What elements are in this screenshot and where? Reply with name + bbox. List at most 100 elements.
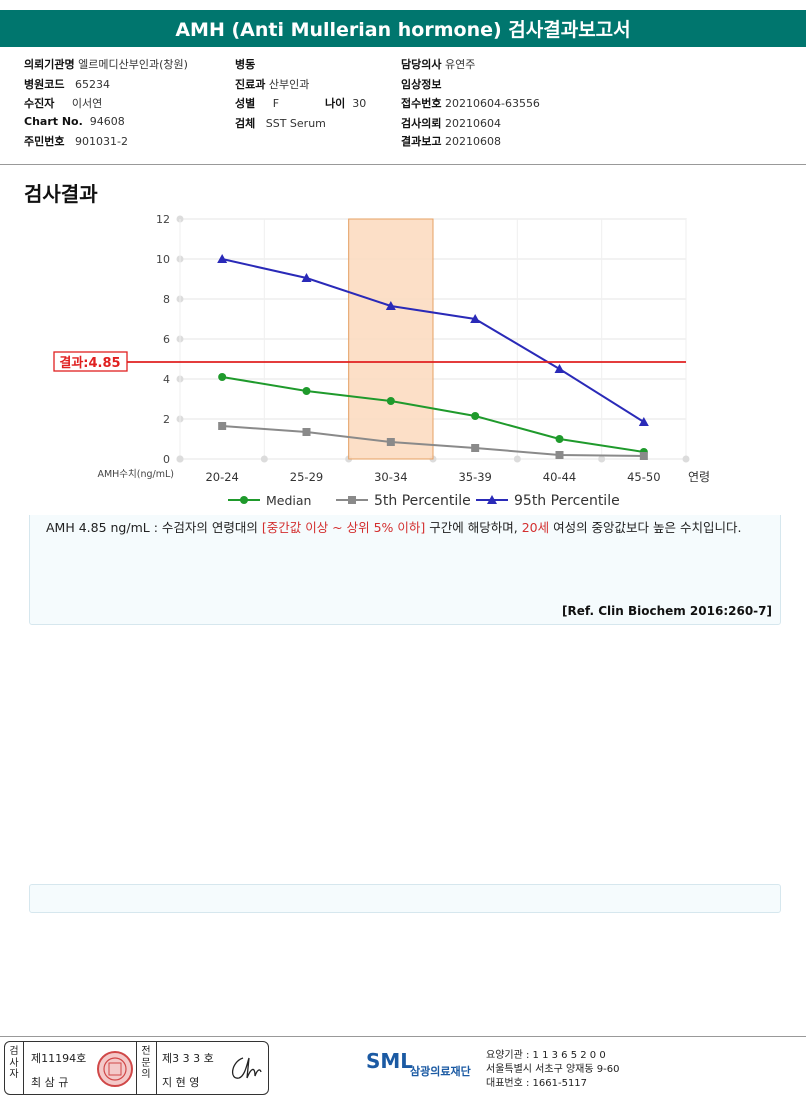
id-label: 주민번호 — [24, 135, 65, 148]
95th-percentile-legend-label: 95th Percentile — [514, 493, 620, 509]
x-tick-label: 25-29 — [290, 470, 323, 484]
x-axis-label: 연령 — [688, 470, 710, 484]
result-description: AMH 4.85 ng/mL : 수검자의 연령대의 [중간값 이상 ~ 상위 … — [46, 518, 786, 538]
report-title: AMH (Anti Mullerian hormone) 검사결과보고서 — [0, 10, 806, 47]
physician-no: 제3 3 3 호 — [162, 1052, 214, 1065]
x-tick-label: 45-50 — [627, 470, 660, 484]
x-tick-dot — [598, 455, 606, 463]
receipt-label: 접수번호 — [401, 97, 442, 110]
specimen-label: 검체 — [235, 117, 256, 130]
desc-part-5: 여성의 중앙값보다 높은 수치입니다. — [549, 520, 742, 535]
median-line — [222, 376, 644, 453]
y-tick-label: 8 — [163, 293, 170, 306]
sex-value: F — [272, 97, 280, 110]
org-address: 서울특별시 서초구 양재동 9-60 — [486, 1064, 620, 1075]
chart-no-value: 94608 — [89, 115, 125, 128]
org-phone: 대표번호 : 1661-5117 — [486, 1078, 588, 1089]
age-label: 나이 — [325, 97, 346, 110]
institution-label: 의뢰기관명 — [24, 58, 75, 71]
signature-box: 검사자 제11194호 최 삼 규 전문의 제3 3 3 호 지 현 영 — [4, 1041, 269, 1095]
header-divider — [0, 164, 806, 165]
y-tick-label: 12 — [156, 213, 170, 226]
result-label: 결과:4.85 — [59, 355, 120, 371]
report-date-value: 20210608 — [444, 135, 501, 148]
empty-panel — [29, 884, 781, 913]
x-tick-label: 40-44 — [543, 470, 576, 484]
y-tick-label: 10 — [156, 253, 170, 266]
institution-value: 엘르메디산부인과(창원) — [78, 58, 188, 71]
specimen-value: SST Serum — [265, 117, 326, 130]
hospital-code-value: 65234 — [74, 78, 110, 91]
physician-label: 전문의 — [138, 1046, 154, 1081]
id-value: 901031-2 — [74, 135, 128, 148]
age-value: 30 — [352, 97, 367, 110]
median-point — [471, 412, 480, 420]
org-code: 요양기관 : 1 1 3 6 5 2 0 0 — [486, 1050, 606, 1061]
request-label: 검사의뢰 — [401, 117, 442, 130]
5th-percentile-point — [639, 452, 648, 460]
org-logo: SML 삼광의료재단 — [366, 1049, 471, 1078]
5th-percentile-line — [222, 425, 644, 457]
median-point — [302, 387, 311, 395]
95th-percentile-point — [217, 254, 228, 263]
dept-label: 진료과 — [235, 78, 266, 91]
x-tick-label: 35-39 — [458, 470, 491, 484]
ward-label: 병동 — [235, 58, 256, 71]
clinical-label: 임상정보 — [401, 78, 442, 91]
inspector-seal — [97, 1051, 133, 1087]
y-tick-label: 2 — [163, 413, 170, 426]
dept-value: 산부인과 — [268, 78, 310, 91]
patient-value: 이서연 — [71, 97, 103, 110]
inspector-label-text: 검사자 — [9, 1046, 19, 1080]
logo-text: SML — [366, 1049, 414, 1073]
patient-label: 수진자 — [24, 97, 55, 110]
median-point — [386, 397, 395, 405]
x-tick-dot — [513, 455, 521, 463]
x-tick-dot — [260, 455, 268, 463]
physician-signature — [232, 1057, 262, 1079]
desc-range: [중간값 이상 ~ 상위 5% 이하] — [261, 520, 426, 535]
report-date-label: 결과보고 — [401, 135, 442, 148]
sex-label: 성별 — [235, 97, 256, 110]
y-tick-label: 6 — [163, 333, 170, 346]
median-point — [218, 373, 227, 381]
desc-age: 20세 — [521, 520, 550, 535]
inspector-no: 제11194호 — [31, 1052, 87, 1065]
95th-percentile-line — [221, 258, 645, 423]
org-contact: 요양기관 : 1 1 3 6 5 2 0 0 서울특별시 서초구 양재동 9-6… — [486, 1049, 619, 1091]
95th-percentile-legend-marker — [487, 495, 497, 504]
95th-percentile-point — [385, 301, 396, 310]
95th-percentile-point — [638, 417, 649, 426]
x-tick-dot — [682, 455, 690, 463]
desc-part-1: AMH 4.85 ng/mL : 수검자의 연령대의 — [46, 520, 262, 535]
inspector-label: 검사자 — [6, 1046, 22, 1081]
physician-name: 지 현 영 — [162, 1076, 200, 1089]
5th-percentile-point — [302, 428, 311, 436]
chart-no-label: Chart No. — [24, 115, 83, 128]
org-name: 삼광의료재단 — [410, 1065, 471, 1078]
5th-percentile-legend-label: 5th Percentile — [374, 493, 471, 509]
doctor-label: 담당의사 — [401, 58, 442, 71]
x-tick-dot — [176, 455, 184, 463]
median-legend-label: Median — [266, 493, 311, 508]
hospital-code-label: 병원코드 — [24, 78, 65, 91]
5th-percentile-point — [218, 422, 227, 430]
median-point — [555, 435, 564, 443]
5th-percentile-point — [471, 444, 480, 452]
median-legend-marker — [240, 496, 248, 504]
5th-percentile-legend-marker — [348, 496, 356, 504]
y-tick-label: 4 — [163, 373, 170, 386]
95th-percentile-point — [301, 273, 312, 282]
x-tick-label: 30-34 — [374, 470, 407, 484]
inspector-name: 최 삼 규 — [31, 1076, 69, 1089]
result-label-box — [53, 351, 128, 372]
y-tick-label: 0 — [163, 453, 170, 466]
request-value: 20210604 — [444, 117, 501, 130]
5th-percentile-point — [555, 451, 564, 459]
footer-divider — [0, 1036, 806, 1037]
y-axis-label: AMH수치(ng/mL) — [97, 468, 174, 480]
desc-part-3: 구간에 해당하며, — [425, 520, 522, 535]
reference: [Ref. Clin Biochem 2016:260-7] — [562, 604, 772, 618]
95th-percentile-point — [470, 314, 481, 323]
highlight-band — [348, 218, 434, 460]
